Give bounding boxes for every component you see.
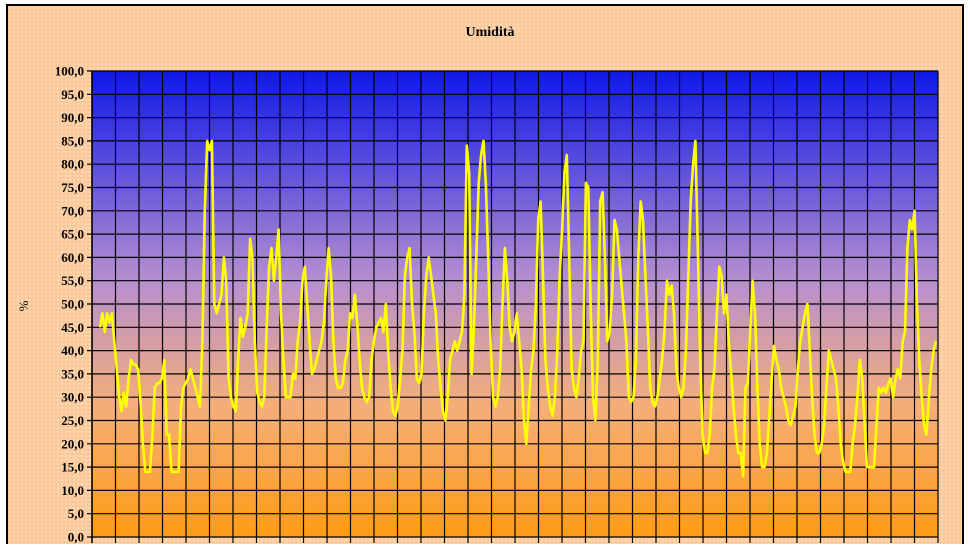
y-axis-label: % [16, 300, 31, 311]
y-tick-label: 80,0 [61, 157, 84, 172]
grid-lines [87, 70, 939, 543]
y-tick-label: 50,0 [61, 297, 84, 312]
chart-title: Umidità [466, 25, 515, 40]
y-tick-label: 75,0 [61, 180, 84, 195]
y-tick-label: 70,0 [61, 203, 84, 218]
chart-frame: Umidità % 100,0 95,0 90,0 85,0 80,0 75,0 70,0 6… [6, 4, 964, 545]
y-tick-label: 15,0 [61, 460, 84, 475]
y-tick-label: 55,0 [61, 273, 84, 288]
y-tick-label: 35,0 [61, 366, 84, 381]
y-tick-label: 100,0 [55, 64, 84, 79]
y-tick-label: 45,0 [61, 320, 84, 335]
y-tick-label: 95,0 [61, 87, 84, 102]
y-tick-label: 25,0 [61, 413, 84, 428]
y-tick-label: 0,0 [68, 530, 84, 545]
humidity-series-line [98, 139, 938, 478]
y-tick-labels: 100,0 95,0 90,0 85,0 80,0 75,0 70,0 65,0 60,0 55,… [55, 64, 84, 545]
y-tick-label: 65,0 [61, 227, 84, 242]
y-tick-label: 5,0 [68, 506, 84, 521]
y-tick-label: 40,0 [61, 343, 84, 358]
y-tick-label: 60,0 [61, 250, 84, 265]
y-tick-label: 10,0 [61, 483, 84, 498]
y-tick-label: 30,0 [61, 390, 84, 405]
humidity-chart: Umidità % 100,0 95,0 90,0 85,0 80,0 75,0 70,0 6… [16, 25, 939, 545]
y-tick-label: 90,0 [61, 110, 84, 125]
y-tick-label: 20,0 [61, 436, 84, 451]
y-tick-label: 85,0 [61, 133, 84, 148]
